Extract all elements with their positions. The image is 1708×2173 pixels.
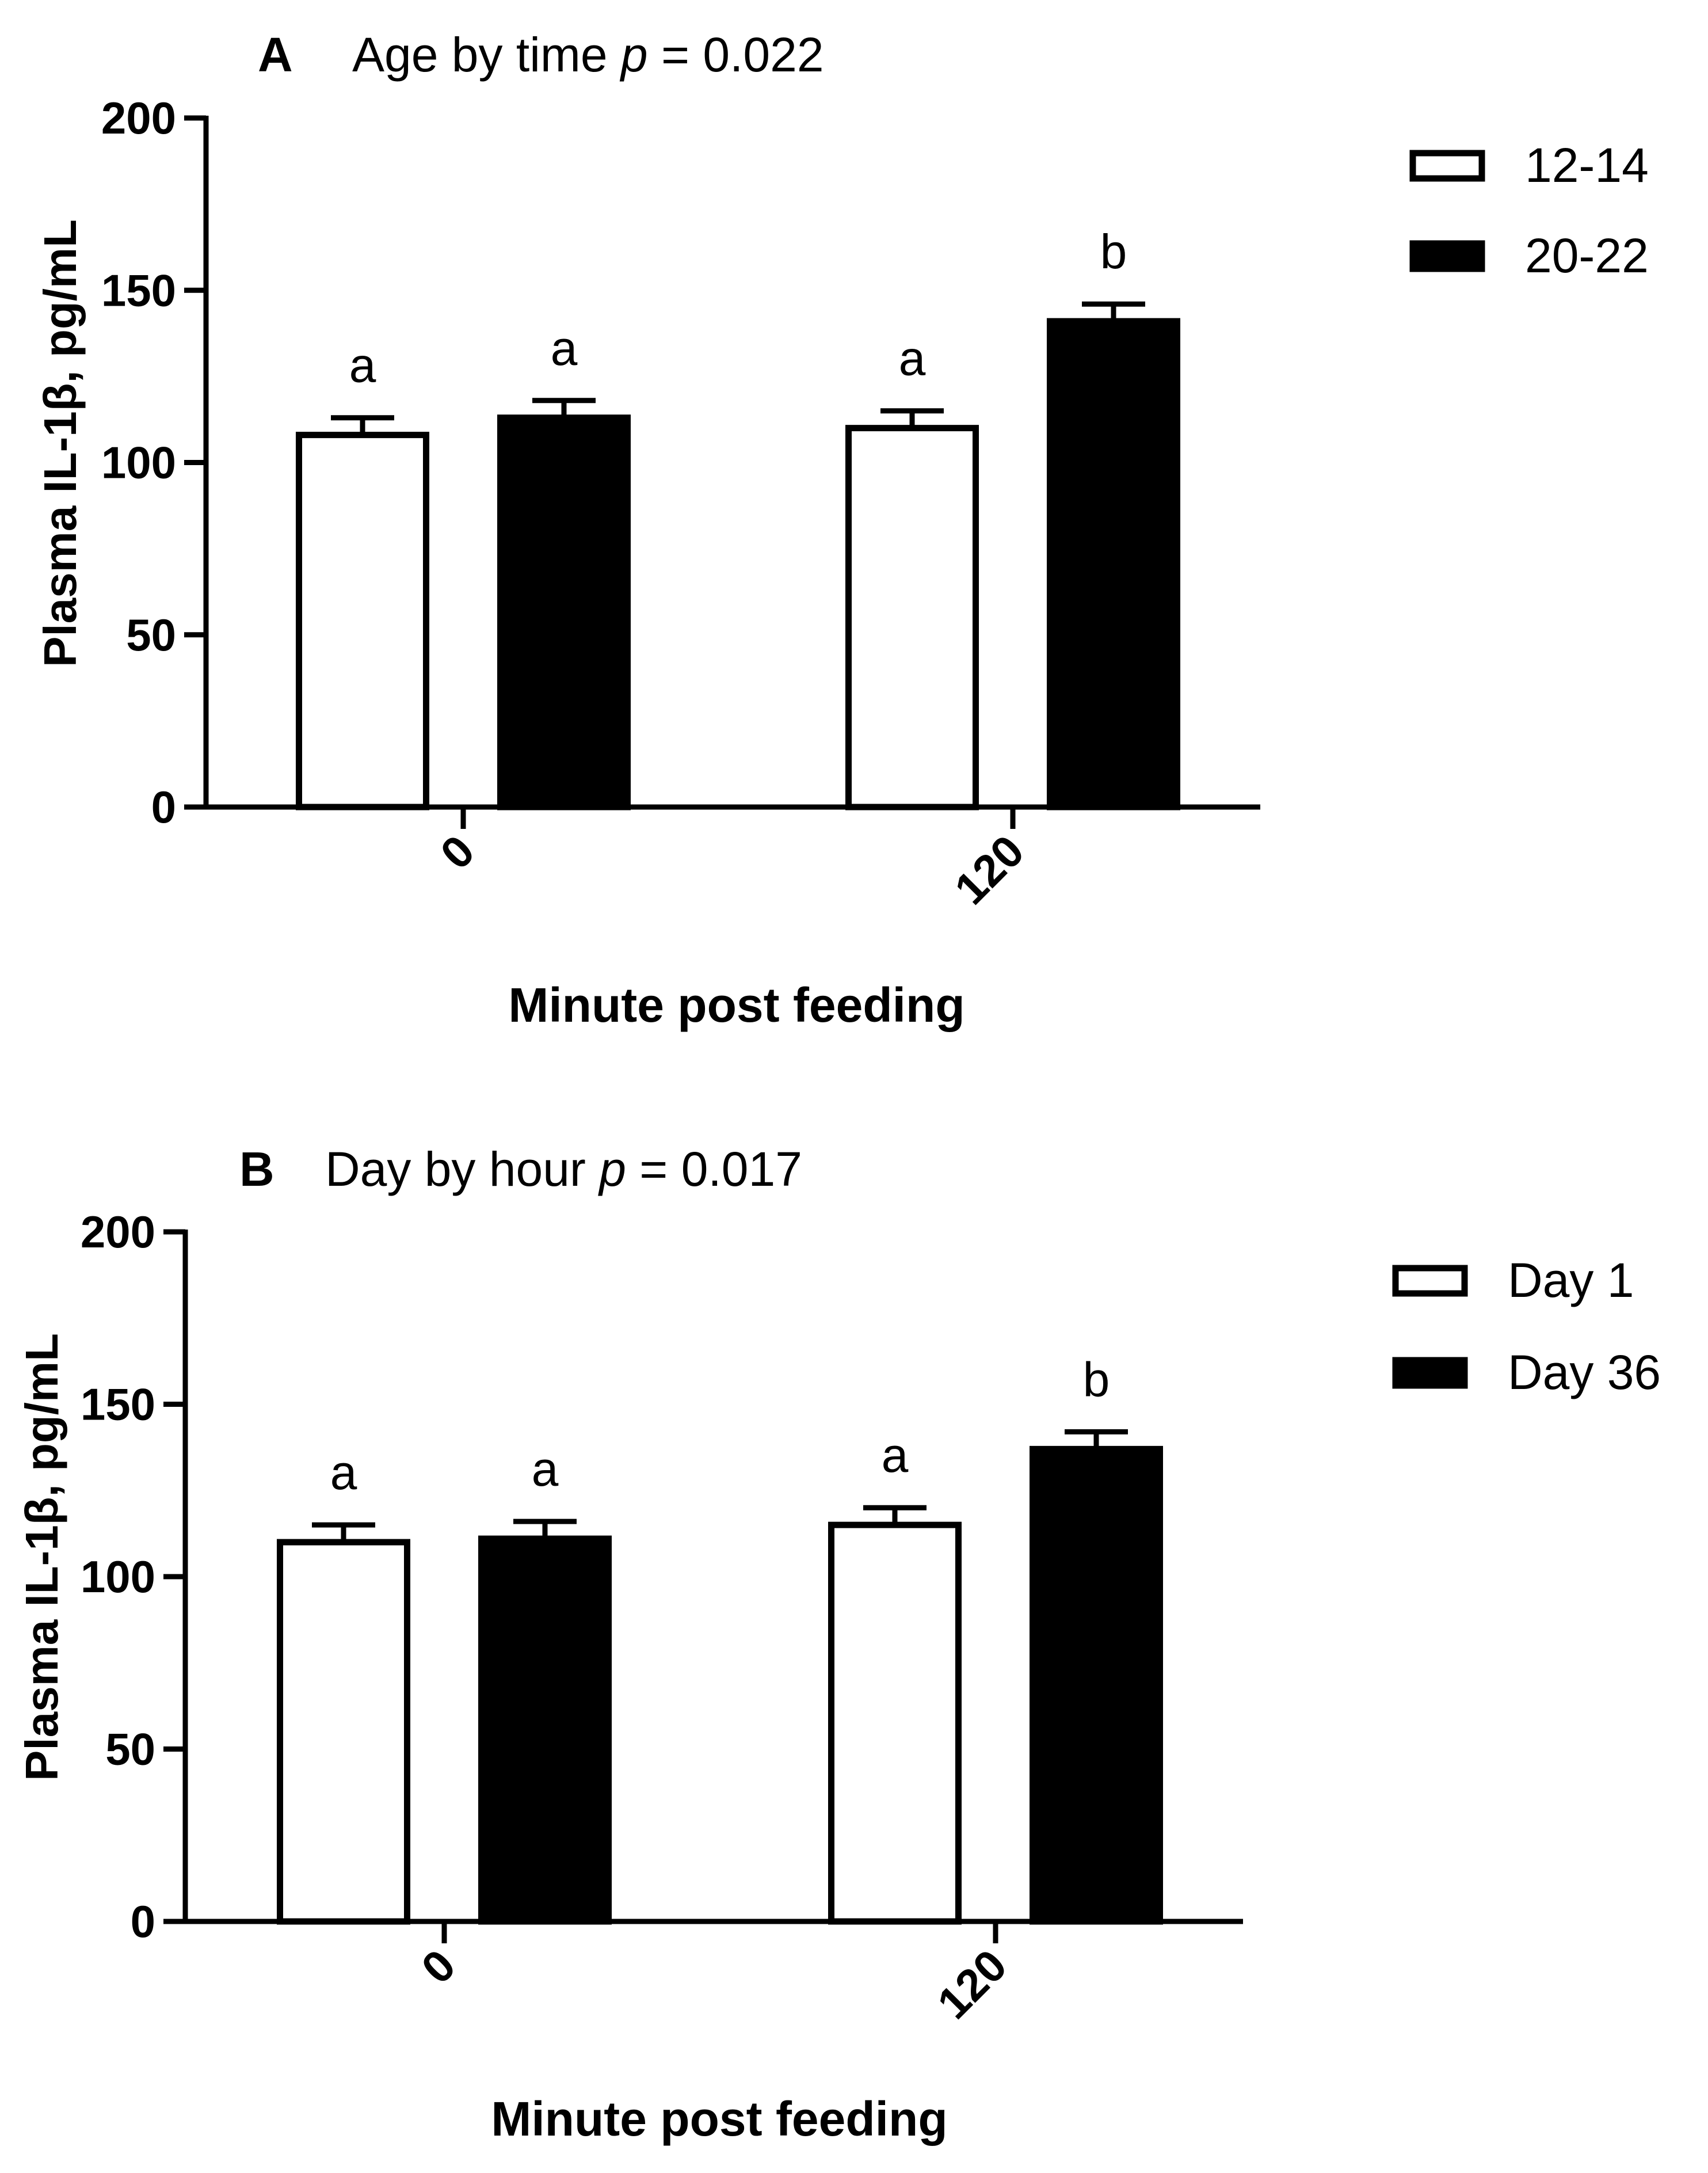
legend-label: 20-22 [1525, 229, 1649, 283]
bar [1030, 1445, 1163, 1925]
significance-letter: a [551, 321, 578, 375]
chart-bars: a a a b [277, 1352, 1163, 1925]
x-axis-label: Minute post feeding [491, 2092, 947, 2146]
significance-letter: b [1100, 224, 1127, 279]
panel-label: B [239, 1142, 274, 1196]
bar [296, 432, 429, 810]
y-tick-label: 200 [101, 93, 176, 143]
x-axis-label: Minute post feeding [508, 978, 964, 1032]
bar [478, 1535, 612, 1925]
significance-letter: a [349, 338, 376, 393]
significance-letter: a [532, 1442, 559, 1496]
y-tick-label: 150 [81, 1379, 155, 1430]
significance-letter: a [899, 332, 926, 386]
y-tick-label: 200 [81, 1207, 155, 1257]
chart-legend: Day 1 Day 36 [1392, 1253, 1661, 1399]
panel-title: Day by hour p = 0.017 [325, 1142, 802, 1196]
bar [1047, 318, 1180, 810]
y-axis-label: Plasma IL-1β, pg/mL [35, 219, 86, 667]
y-tick-label: 50 [105, 1724, 155, 1775]
chart-bars: a a a b [296, 224, 1180, 810]
legend-swatch [1409, 240, 1485, 272]
bar [845, 425, 979, 810]
panel-title: Age by time p = 0.022 [352, 28, 824, 82]
legend-label: 12-14 [1525, 138, 1649, 192]
legend-swatch [1392, 1265, 1468, 1297]
legend-swatch [1409, 150, 1485, 182]
y-tick-label: 50 [126, 610, 176, 660]
legend-swatch [1392, 1357, 1468, 1389]
bar [497, 414, 631, 810]
significance-letter: a [882, 1428, 909, 1482]
y-axis-label: Plasma IL-1β, pg/mL [16, 1333, 67, 1781]
significance-letter: b [1083, 1352, 1110, 1406]
y-tick-label: 0 [151, 782, 176, 832]
legend-label: Day 36 [1508, 1345, 1661, 1399]
y-tick-label: 100 [81, 1551, 155, 1602]
significance-letter: a [330, 1445, 357, 1500]
y-tick-label: 0 [131, 1896, 155, 1947]
chart-legend: 12-14 20-22 [1409, 138, 1649, 283]
bar [828, 1521, 962, 1925]
legend-label: Day 1 [1508, 1253, 1634, 1307]
y-tick-label: 100 [101, 437, 176, 488]
panel-b: B Day by hour p = 0.017 Plasma IL-1β, pg… [16, 1142, 1661, 2146]
y-tick-label: 150 [101, 265, 176, 315]
panel-label: A [258, 28, 293, 82]
panel-a: A Age by time p = 0.022 Plasma IL-1β, pg… [35, 28, 1649, 1032]
bar [277, 1539, 410, 1925]
